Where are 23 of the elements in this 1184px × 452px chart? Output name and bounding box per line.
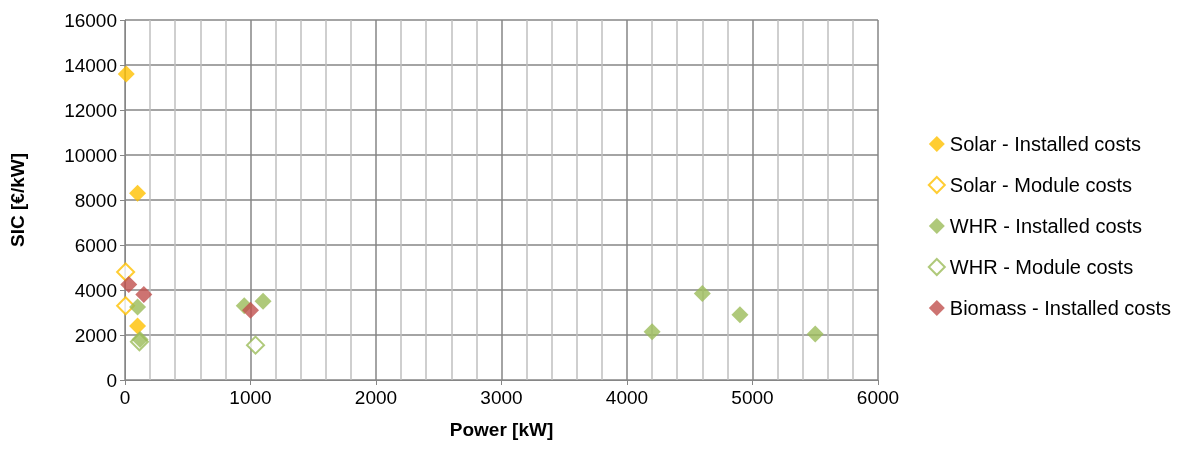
y-tick-label: 2000 [74, 324, 117, 346]
legend-label: WHR - Module costs [949, 256, 1134, 278]
legend-label: Biomass - Installed costs [949, 297, 1172, 319]
y-tick-label: 0 [106, 369, 117, 391]
x-tick-label: 3000 [480, 387, 523, 408]
x-axis-title: Power [kW] [449, 419, 554, 440]
y-axis-title: SIC [€/kW] [7, 153, 28, 247]
x-tick-label: 2000 [354, 387, 398, 408]
x-tick-label: 5000 [731, 387, 774, 408]
y-tick-label: 10000 [64, 144, 117, 166]
legend-label: WHR - Installed costs [949, 215, 1143, 237]
y-tick-label: 16000 [64, 9, 117, 31]
y-tick-label: 4000 [74, 279, 117, 301]
legend-label: Solar - Installed costs [949, 133, 1142, 155]
y-tick-label: 12000 [64, 99, 117, 121]
legend-label: Solar - Module costs [949, 174, 1133, 196]
y-tick-label: 14000 [64, 54, 117, 76]
y-tick-label: 6000 [74, 234, 117, 256]
y-tick-label: 8000 [74, 189, 117, 211]
x-tick-label: 6000 [856, 387, 900, 408]
x-tick-label: 4000 [605, 387, 649, 408]
x-tick-label: 1000 [229, 387, 272, 408]
x-tick-label: 0 [119, 387, 131, 408]
